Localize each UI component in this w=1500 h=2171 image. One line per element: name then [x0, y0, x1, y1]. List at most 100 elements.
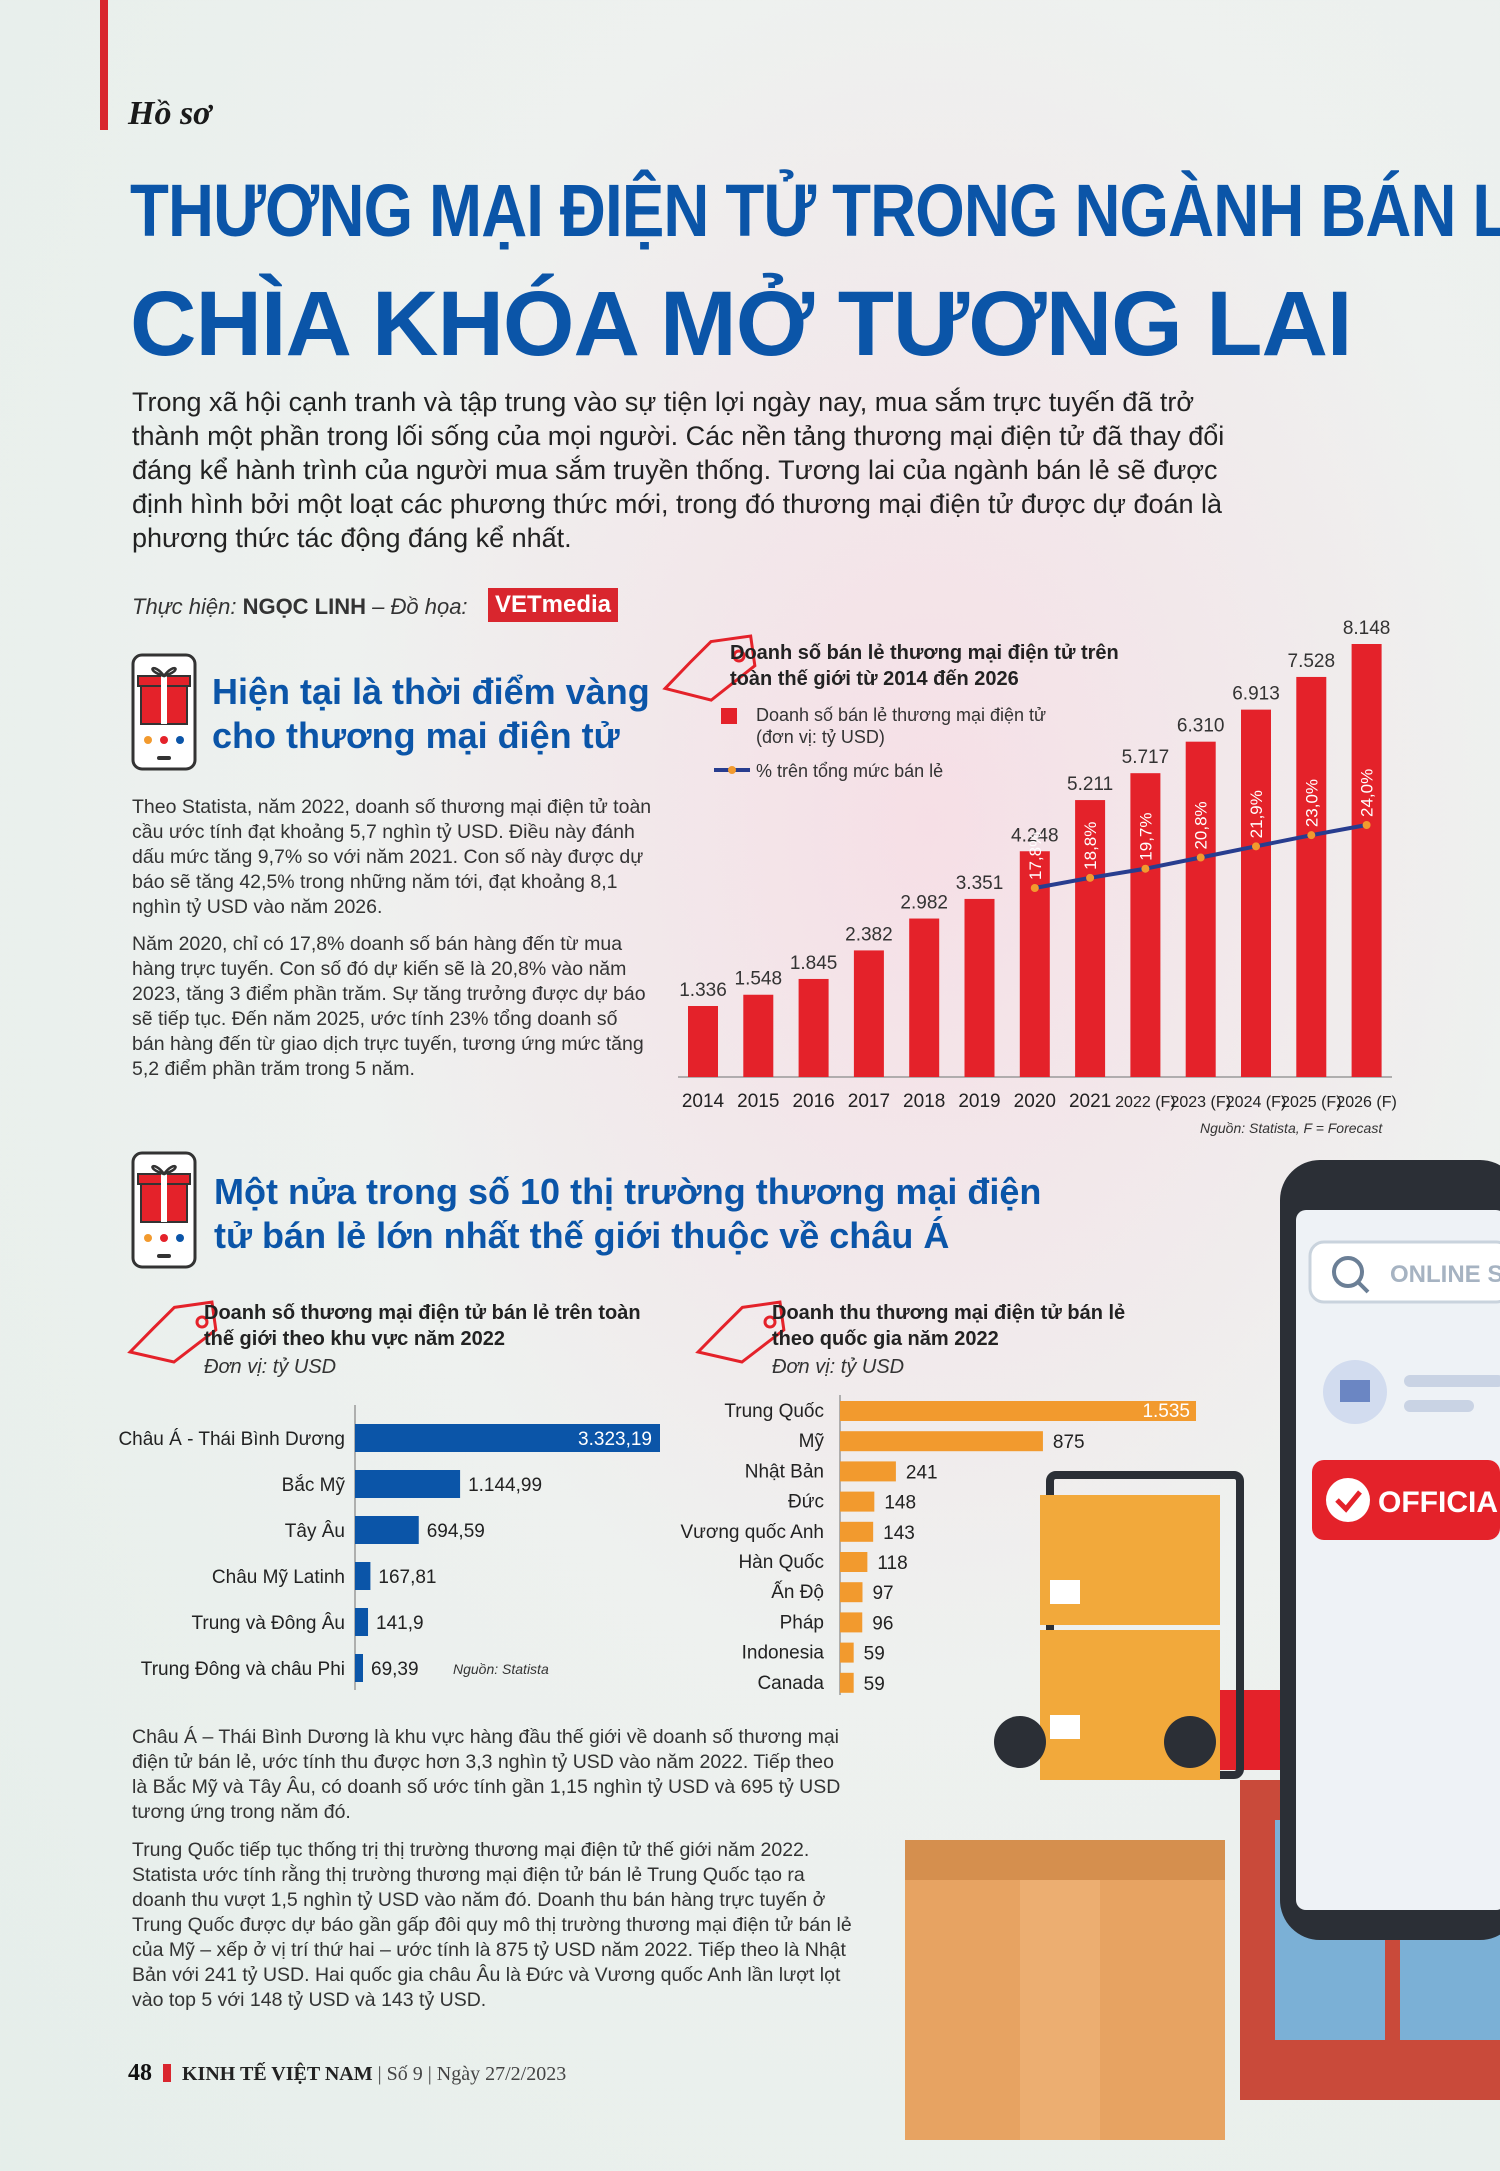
chart1-bar	[688, 1006, 718, 1077]
chart1-data-label: 8.148	[1343, 618, 1391, 639]
chart1-tick-label: 2019	[958, 1091, 1000, 1112]
barcode-icon	[1050, 1715, 1080, 1739]
chart1-data-label: 1.548	[735, 969, 783, 990]
section1-para2: Năm 2020, chỉ có 17,8% doanh số bán hàng…	[132, 933, 646, 1080]
chart2-data-label: 141,9	[376, 1613, 424, 1634]
legend-line-swatch	[714, 766, 750, 774]
chart1-tick-label: 2021	[1069, 1091, 1111, 1112]
chart1-percent-point	[1307, 831, 1316, 840]
legend-line-label: % trên tổng mức bán lẻ	[756, 761, 944, 781]
chart1-percent-label: 17,8%	[1026, 832, 1045, 880]
issue-date: Ngày 27/2/2023	[436, 2063, 567, 2085]
chart3-data-label: 1.535	[1142, 1401, 1190, 1422]
chart3-data-label: 59	[864, 1644, 885, 1665]
chart3-data-label: 96	[872, 1613, 893, 1634]
page-footer: 48 KINH TẾ VIỆT NAM | Số 9 | Ngày 27/2/2…	[128, 2060, 567, 2086]
chart1-bar	[1130, 773, 1161, 1077]
chart1-tick-label: 2018	[903, 1091, 945, 1112]
chart1-percent-label: 18,8%	[1081, 822, 1100, 870]
chart3-category-label: Hàn Quốc	[738, 1552, 824, 1573]
price-tag-icon-3	[695, 1300, 786, 1364]
chart1-percent-label: 19,7%	[1136, 812, 1155, 860]
chart2-category-label: Trung và Đông Âu	[192, 1612, 346, 1634]
intro-paragraph: Trong xã hội cạnh tranh và tập trung vào…	[132, 387, 1225, 553]
chart2-title: Doanh số thương mại điện tử bán lẻ trên …	[204, 1302, 641, 1350]
chart1-source: Nguồn: Statista, F = Forecast	[1200, 1120, 1383, 1136]
chart3-data-label: 875	[1053, 1432, 1085, 1453]
chart1-data-label: 3.351	[956, 873, 1004, 894]
chart3-bar	[840, 1521, 874, 1542]
chart1-bar	[1075, 800, 1106, 1077]
official-banner	[1312, 1460, 1500, 1540]
chart3-category-label: Indonesia	[742, 1643, 825, 1664]
chart3-data-label: 148	[884, 1493, 916, 1514]
chart3-category-label: Trung Quốc	[724, 1401, 824, 1422]
chart1-percent-point	[1086, 873, 1095, 882]
chart2-data-label: 167,81	[378, 1567, 436, 1588]
chart1-data-label: 1.336	[679, 980, 727, 1001]
chart3-bar	[840, 1582, 863, 1603]
chart1-percent-point	[1141, 864, 1150, 873]
chart1-tick-label: 2025 (F)	[1281, 1094, 1341, 1111]
chart1-bar	[853, 950, 884, 1077]
chart3-data-label: 59	[864, 1674, 885, 1695]
chart3-bar	[840, 1431, 1043, 1452]
credit-label: Thực hiện:	[132, 594, 237, 619]
chart1-tick-label: 2024 (F)	[1226, 1094, 1286, 1111]
phone-gift-icon-2	[131, 1151, 197, 1269]
chart1-data-label: 5.211	[1067, 774, 1113, 795]
page-title-line2: CHÌA KHÓA MỞ TƯƠNG LAI	[130, 273, 1352, 375]
chart1-tick-label: 2023 (F)	[1170, 1094, 1230, 1111]
chart3-bar	[840, 1612, 863, 1633]
chart1-tick-label: 2020	[1014, 1091, 1056, 1112]
chart1-bar	[964, 898, 995, 1077]
section-tag: Hồ sơ	[128, 95, 212, 132]
chart3-category-label: Đức	[788, 1492, 824, 1513]
chart2-unit: Đơn vị: tỷ USD	[204, 1356, 337, 1378]
credit-line: Thực hiện: NGỌC LINH – Đồ họa:	[132, 594, 468, 620]
chart2-bar	[355, 1608, 369, 1636]
legend-bar-label: Doanh số bán lẻ thương mại điện tử (đơn …	[756, 704, 1046, 748]
chart2-category-label: Tây Âu	[285, 1520, 345, 1542]
chart1-bar	[909, 918, 940, 1077]
chart2-data-label: 69,39	[371, 1659, 419, 1680]
section2-para1: Châu Á – Thái Bình Dương là khu vực hàng…	[132, 1726, 841, 1823]
chart3-category-label: Nhật Bản	[745, 1461, 824, 1482]
chart1-data-label: 2.382	[845, 924, 893, 945]
chart1-tick-label: 2026 (F)	[1336, 1094, 1396, 1111]
chart1-data-label: 6.310	[1177, 716, 1225, 737]
chart1-percent-point	[1362, 821, 1371, 829]
chart1-percent-label: 24,0%	[1358, 769, 1377, 817]
search-bar[interactable]	[1308, 1240, 1500, 1304]
credit-design-label: – Đồ họa:	[372, 594, 468, 619]
section1-heading: Hiện tại là thời điểm vàng cho thương mạ…	[212, 671, 650, 756]
section1-para1: Theo Statista, năm 2022, doanh số thương…	[132, 796, 652, 918]
shopping-illustration: ONLINE SH OFFICIA	[905, 1160, 1500, 2140]
chart3-data-label: 97	[872, 1583, 893, 1604]
chart1-tick-label: 2016	[792, 1091, 834, 1112]
chart3-bar	[840, 1552, 868, 1572]
page-number: 48	[128, 2060, 152, 2086]
section2-heading: Một nửa trong số 10 thị trường thương mạ…	[214, 1171, 1042, 1256]
chart2-data-label: 1.144,99	[468, 1475, 542, 1496]
chart3-bar	[840, 1491, 875, 1512]
chart3-bar	[840, 1461, 896, 1482]
chart3-bar	[840, 1642, 854, 1663]
chart1-percent-label: 20,8%	[1192, 801, 1211, 849]
chart1-tick-label: 2022 (F)	[1115, 1094, 1175, 1111]
chart3-bar	[840, 1401, 1196, 1421]
chart1-data-label: 2.982	[900, 893, 948, 914]
barcode-icon-2	[1050, 1580, 1080, 1604]
phone-gift-icon	[131, 653, 197, 771]
chart3-data-label: 143	[883, 1523, 915, 1544]
chart2-category-label: Trung Đông và châu Phi	[141, 1659, 345, 1680]
chart3-category-label: Pháp	[780, 1612, 824, 1633]
chart1-percent-label: 23,0%	[1302, 779, 1321, 827]
chart1-data-label: 6.913	[1232, 684, 1280, 705]
wheel-left	[994, 1716, 1046, 1768]
wheel-right	[1164, 1716, 1216, 1768]
header-accent-bar	[100, 0, 108, 130]
chart3-category-label: Canada	[757, 1673, 824, 1694]
